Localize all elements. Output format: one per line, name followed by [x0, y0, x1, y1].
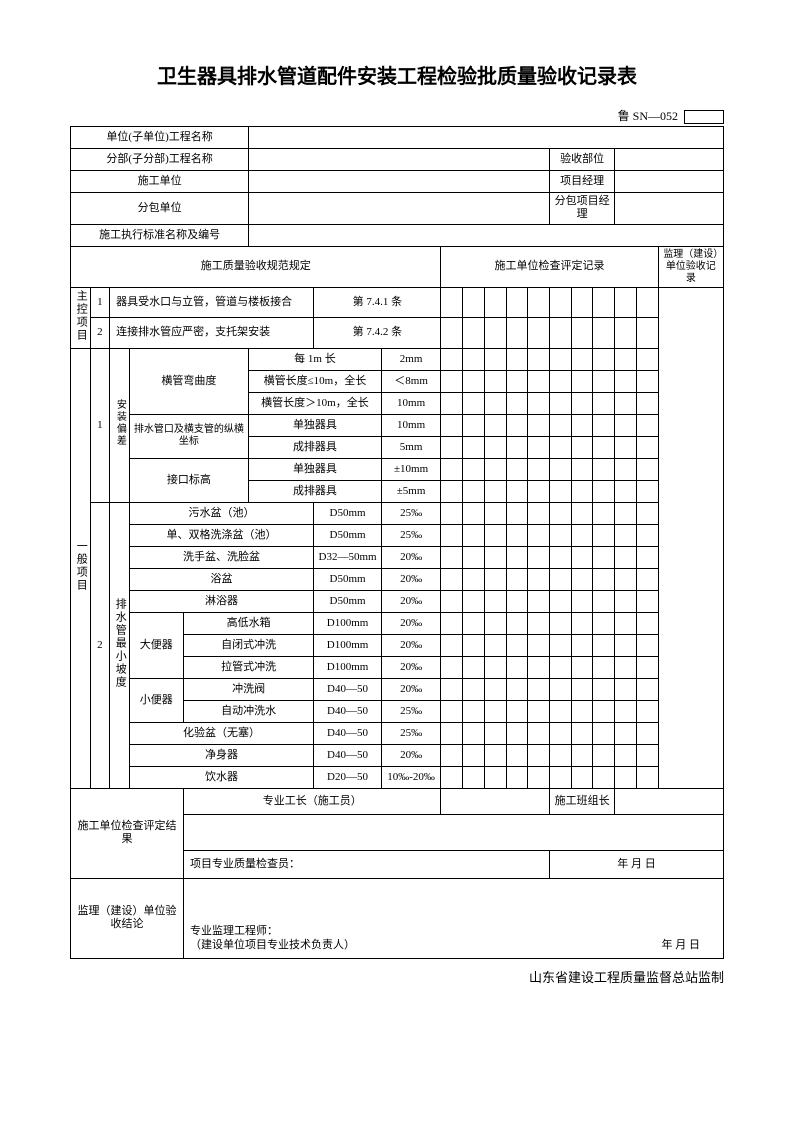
- main-table: 单位(子单位)工程名称 分部(子分部)工程名称验收部位 施工单位项目经理 分包单…: [70, 126, 724, 959]
- page-title: 卫生器具排水管道配件安装工程检验批质量验收记录表: [70, 60, 724, 89]
- date-label: 年 月 日: [662, 939, 721, 952]
- engineer-label: 专业监理工程师：: [190, 925, 720, 938]
- engineer-sub: （建设单位项目专业技术负责人）: [190, 939, 355, 952]
- bottom-note: 山东省建设工程质量监督总站监制: [70, 967, 724, 986]
- form-code: 鲁 SN—052: [70, 107, 724, 124]
- hdr-row: 单位(子单位)工程名称: [71, 127, 724, 149]
